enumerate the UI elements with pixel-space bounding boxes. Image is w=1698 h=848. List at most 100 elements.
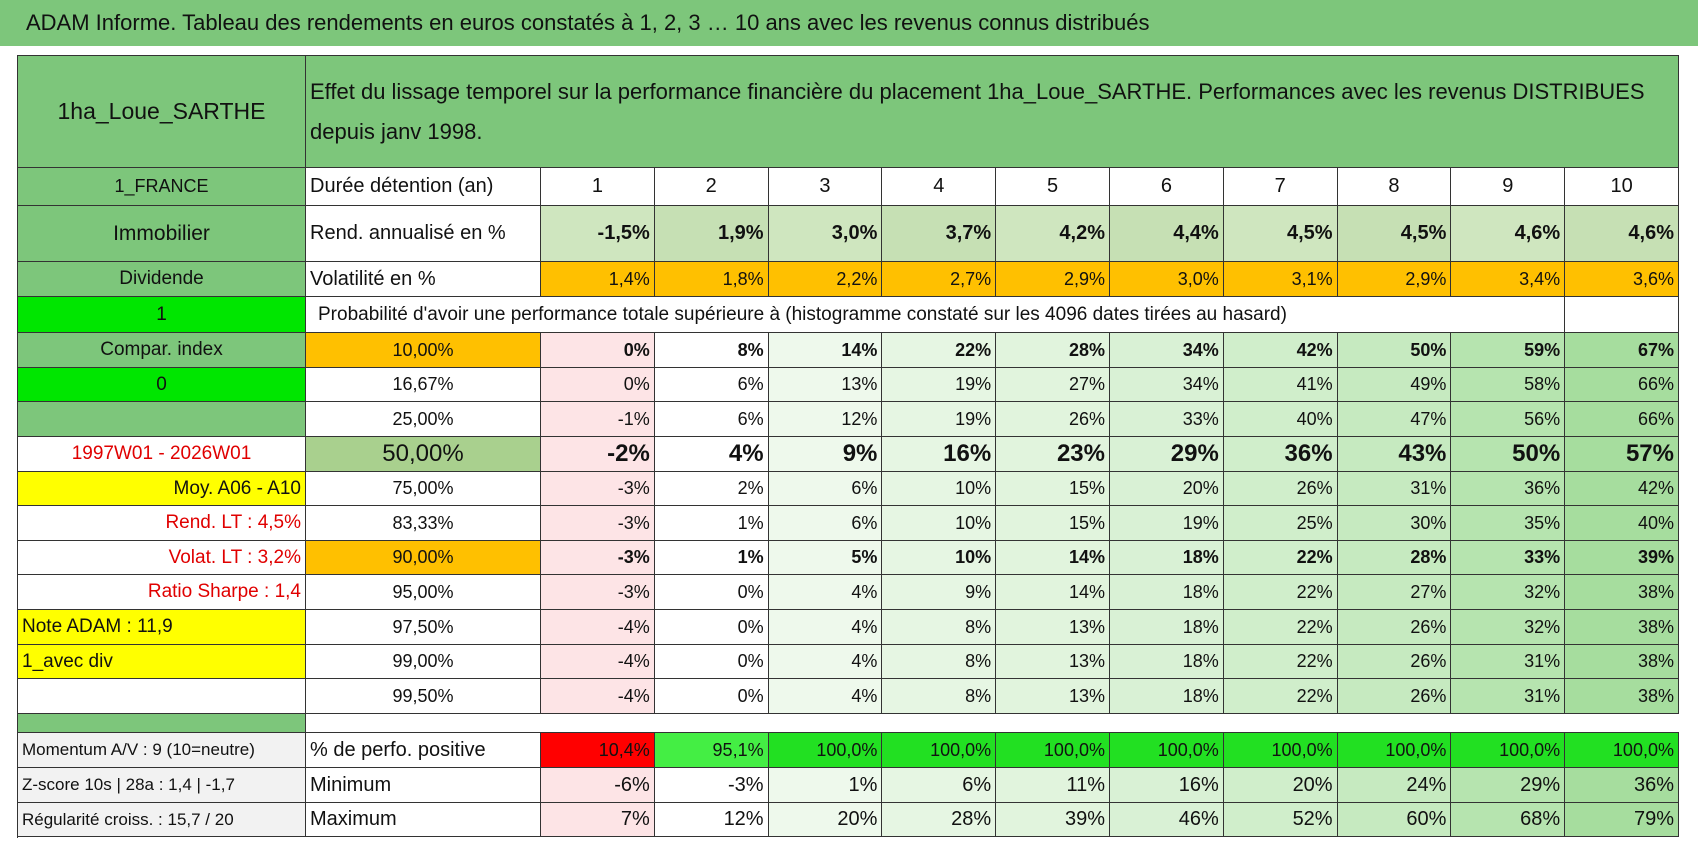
value-cell: 60%	[1337, 803, 1452, 837]
value-cell: 4%	[768, 610, 883, 645]
value-cell: 26%	[1337, 679, 1452, 714]
value-cell: 0%	[541, 333, 655, 368]
value-cell: 6%	[882, 768, 997, 803]
row-label: 16,67%	[306, 368, 541, 402]
value-cell: 0%	[654, 575, 769, 610]
value-cell: 26%	[996, 402, 1110, 437]
section-caption: Probabilité d'avoir une performance tota…	[306, 297, 1566, 333]
value-cell: 47%	[1337, 402, 1452, 437]
value-cell: 1,8%	[654, 262, 769, 297]
row-header: Momentum A/V : 9 (10=neutre)	[18, 733, 306, 768]
value-cell: 13%	[996, 645, 1110, 679]
value-cell: 13%	[996, 610, 1110, 645]
value-cell: 33%	[1451, 541, 1566, 575]
value-cell: 100,0%	[1337, 733, 1452, 768]
value-cell: 32%	[1451, 575, 1566, 610]
value-cell: 3	[768, 168, 883, 206]
value-cell: 79%	[1565, 803, 1679, 837]
value-cell: 0%	[654, 610, 769, 645]
value-cell: 27%	[996, 368, 1110, 402]
value-cell: 67%	[1565, 333, 1679, 368]
value-cell: 9%	[882, 575, 997, 610]
value-cell: 27%	[1337, 575, 1452, 610]
value-cell: 39%	[996, 803, 1110, 837]
value-cell: 2	[654, 168, 769, 206]
value-cell: 14%	[996, 575, 1110, 610]
value-cell: 29%	[1110, 437, 1224, 472]
value-cell: 10%	[882, 472, 997, 506]
value-cell: 34%	[1110, 368, 1224, 402]
value-cell: -3%	[541, 472, 655, 506]
table-frame	[17, 55, 1679, 838]
value-cell: 4,4%	[1110, 206, 1224, 262]
value-cell: 22%	[882, 333, 997, 368]
value-cell: 8	[1337, 168, 1452, 206]
row-label: 10,00%	[306, 333, 541, 368]
value-cell: 4%	[768, 679, 883, 714]
value-cell: 6	[1110, 168, 1224, 206]
row-label: Minimum	[306, 768, 541, 803]
value-cell: 8%	[882, 610, 997, 645]
row-label: 90,00%	[306, 541, 541, 575]
row-header: Immobilier	[18, 206, 306, 262]
value-cell: -4%	[541, 679, 655, 714]
value-cell: 29%	[1451, 768, 1566, 803]
row-header: Ratio Sharpe : 1,4	[18, 575, 306, 610]
value-cell: 22%	[1223, 610, 1338, 645]
value-cell: 31%	[1337, 472, 1452, 506]
value-cell: 36%	[1565, 768, 1679, 803]
title-cell: 1ha_Loue_SARTHE	[18, 56, 306, 168]
row-label: 99,00%	[306, 645, 541, 679]
page-title: ADAM Informe. Tableau des rendements en …	[26, 10, 1150, 35]
value-cell: 18%	[1110, 541, 1224, 575]
row-header: Z-score 10s | 28a : 1,4 | -1,7	[18, 768, 306, 803]
value-cell: 36%	[1223, 437, 1338, 472]
value-cell: 20%	[1110, 472, 1224, 506]
value-cell: -2%	[541, 437, 655, 472]
value-cell: 7	[1223, 168, 1338, 206]
value-cell: 8%	[882, 679, 997, 714]
row-label: 83,33%	[306, 506, 541, 541]
value-cell: 22%	[1223, 541, 1338, 575]
row-header: Rend. LT : 4,5%	[18, 506, 306, 541]
value-cell: 1,9%	[654, 206, 769, 262]
value-cell: -3%	[541, 506, 655, 541]
value-cell: 34%	[1110, 333, 1224, 368]
value-cell: 41%	[1223, 368, 1338, 402]
value-cell: 100,0%	[882, 733, 997, 768]
value-cell: 10,4%	[541, 733, 655, 768]
row-header	[18, 402, 306, 437]
value-cell: 46%	[1110, 803, 1224, 837]
row-header: Note ADAM : 11,9	[18, 610, 306, 645]
value-cell: 12%	[768, 402, 883, 437]
value-cell: 5	[996, 168, 1110, 206]
row-header: Dividende	[18, 262, 306, 297]
value-cell: 0%	[541, 368, 655, 402]
value-cell: 18%	[1110, 645, 1224, 679]
value-cell: -1%	[541, 402, 655, 437]
row-label: Durée détention (an)	[306, 168, 541, 206]
value-cell: 13%	[768, 368, 883, 402]
description: Effet du lissage temporel sur la perform…	[306, 56, 1679, 168]
value-cell: 15%	[996, 472, 1110, 506]
value-cell: 50%	[1451, 437, 1566, 472]
value-cell: 3,6%	[1565, 262, 1679, 297]
row-label: Rend. annualisé en %	[306, 206, 541, 262]
row-label: % de perfo. positive	[306, 733, 541, 768]
value-cell: 0%	[654, 645, 769, 679]
value-cell: -4%	[541, 610, 655, 645]
row-label: 75,00%	[306, 472, 541, 506]
value-cell: 3,7%	[882, 206, 997, 262]
value-cell: 31%	[1451, 679, 1566, 714]
value-cell: 43%	[1337, 437, 1452, 472]
value-cell: 4,2%	[996, 206, 1110, 262]
value-cell: 31%	[1451, 645, 1566, 679]
value-cell: 6%	[654, 368, 769, 402]
row-header: Moy. A06 - A10	[18, 472, 306, 506]
value-cell: 1%	[654, 541, 769, 575]
value-cell: 24%	[1337, 768, 1452, 803]
value-cell: 6%	[768, 506, 883, 541]
value-cell: 40%	[1565, 506, 1679, 541]
separator	[18, 714, 306, 733]
value-cell: 22%	[1223, 575, 1338, 610]
